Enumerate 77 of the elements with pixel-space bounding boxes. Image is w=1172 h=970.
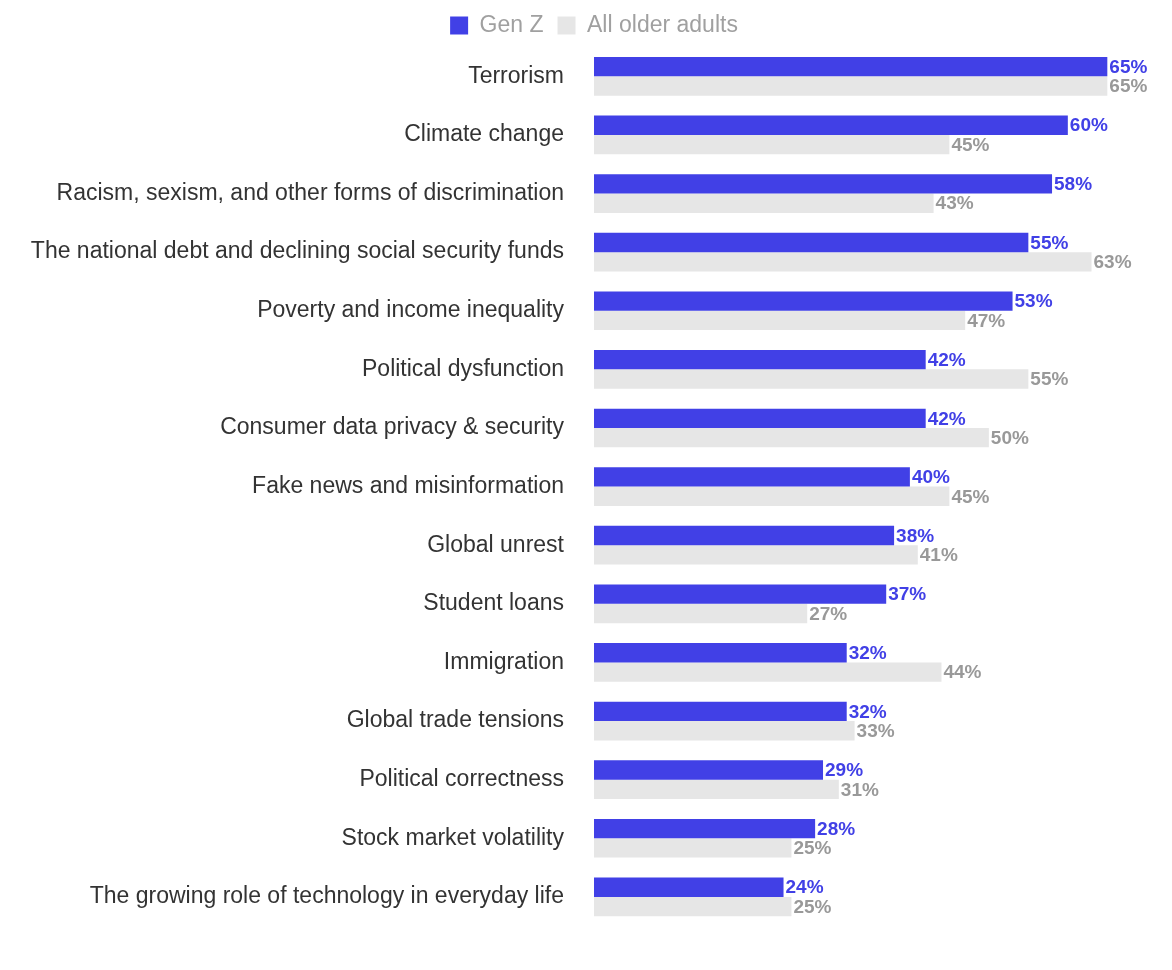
data-label: 42% [927,407,966,429]
bar [594,701,847,722]
y-tick-label: Stock market volatility [341,823,565,850]
data-label: 65% [1109,55,1148,77]
data-label: 58% [1054,173,1093,195]
data-label: 25% [793,837,832,859]
y-tick-label: Global unrest [427,530,565,557]
data-label: 40% [911,466,951,488]
y-tick-label: The national debt and declining social security funds [30,237,564,264]
bar [594,427,989,448]
bar [594,643,847,663]
y-tick-label: Global trade tensions [346,706,564,733]
legend-label: All older adults [587,10,738,37]
bar [594,174,1053,194]
y-tick-label: Racism, sexism, and other forms of discrimination [56,178,564,205]
data-label: 31% [840,778,879,800]
data-label: 60% [1069,114,1108,136]
data-label: 42% [927,348,966,370]
data-label: 32% [848,700,887,722]
data-label: 45% [951,485,990,507]
y-tick-label: Student loans [423,589,564,616]
y-tick-label: Political correctness [359,765,564,792]
bar [594,369,1029,389]
bar [594,525,895,546]
bar [594,662,942,682]
data-label: 25% [793,895,832,917]
bar [594,310,966,331]
bar [594,350,926,370]
data-label: 27% [809,602,848,624]
legend-label: Gen Z [479,10,544,37]
bar [594,779,839,800]
y-tick-label: Poverty and income inequality [257,296,565,323]
data-label: 37% [888,583,927,605]
data-label: 29% [825,759,864,781]
data-label: 63% [1093,251,1132,273]
bar [594,408,926,428]
y-tick-label: Climate change [404,120,564,147]
bar [594,56,1108,77]
bar [594,896,792,917]
data-label: 45% [951,133,990,155]
bar [594,193,934,213]
data-label: 55% [1030,368,1069,390]
data-label: 47% [967,309,1006,331]
data-label: 53% [1014,290,1053,312]
y-tick-label: The growing role of technology in everyday life [89,882,564,909]
bar [594,721,855,741]
bar [594,115,1068,135]
bar [594,584,887,604]
bar [594,545,918,565]
bar [594,603,808,624]
bar [594,291,1013,311]
data-label: 50% [990,426,1029,448]
data-label: 33% [856,719,895,741]
bar [594,877,784,897]
bar [594,467,910,487]
data-label: 41% [919,544,958,566]
y-tick-label: Consumer data privacy & security [220,413,565,440]
data-label: 38% [896,524,935,546]
bar [594,134,950,155]
data-label: 24% [785,876,824,898]
data-label: 55% [1030,231,1069,253]
bar [594,486,950,506]
y-tick-label: Political dysfunction [362,354,564,381]
y-tick-label: Terrorism [468,61,564,88]
bar [594,760,824,780]
bar [594,232,1029,253]
bar [594,818,816,839]
bar [594,838,792,858]
data-label: 32% [848,642,887,663]
y-tick-label: Fake news and misinformation [252,471,564,498]
data-label: 43% [935,192,974,214]
data-label: 65% [1109,75,1148,97]
data-label: 44% [943,661,982,683]
bar [594,252,1092,272]
data-label: 28% [817,817,856,839]
bar [594,76,1108,96]
y-tick-label: Immigration [443,647,564,674]
